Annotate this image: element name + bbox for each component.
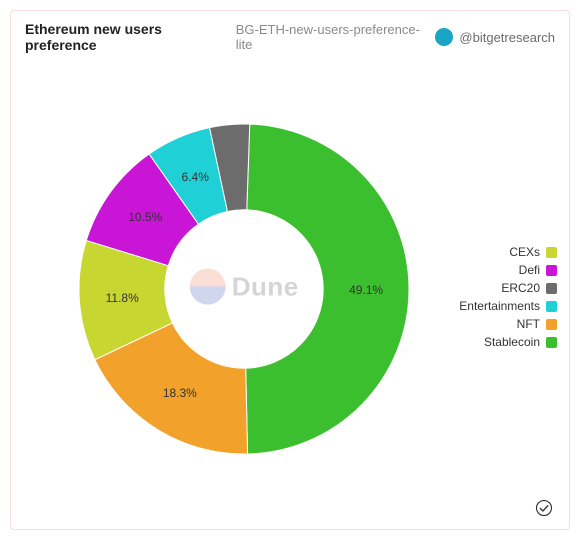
author-handle: @bitgetresearch <box>459 30 555 45</box>
chart-card: Ethereum new users preference BG-ETH-new… <box>10 10 570 530</box>
legend-item-defi[interactable]: Defi <box>459 263 557 277</box>
slice-label-defi: 10.5% <box>128 210 162 224</box>
donut-chart: 49.1% 18.3% 11.8% 10.5% 6.4% <box>19 57 469 519</box>
legend-label: Defi <box>519 263 540 277</box>
legend-item-entertainments[interactable]: Entertainments <box>459 299 557 313</box>
author-link[interactable]: @bitgetresearch <box>435 28 555 46</box>
card-header: Ethereum new users preference BG-ETH-new… <box>11 11 569 57</box>
legend-swatch <box>546 319 557 330</box>
chart-subtitle: BG-ETH-new-users-preference-lite <box>236 22 428 52</box>
legend: CEXs Defi ERC20 Entertainments NFT Stablecoin <box>459 245 557 349</box>
legend-swatch <box>546 337 557 348</box>
legend-swatch <box>546 247 557 258</box>
legend-label: Stablecoin <box>484 335 540 349</box>
slice-label-cexs: 11.8% <box>106 291 139 305</box>
legend-item-erc20[interactable]: ERC20 <box>459 281 557 295</box>
legend-item-stablecoin[interactable]: Stablecoin <box>459 335 557 349</box>
legend-swatch <box>546 301 557 312</box>
legend-label: CEXs <box>509 245 540 259</box>
chart-title: Ethereum new users preference <box>25 21 228 53</box>
legend-label: Entertainments <box>459 299 540 313</box>
slice-label-stablecoin: 49.1% <box>349 283 383 297</box>
check-circle-icon[interactable] <box>535 499 553 517</box>
slice-label-entertainments: 6.4% <box>182 170 210 184</box>
legend-item-nft[interactable]: NFT <box>459 317 557 331</box>
slice-stablecoin[interactable] <box>246 124 409 454</box>
slice-label-nft: 18.3% <box>163 386 197 400</box>
legend-item-cexs[interactable]: CEXs <box>459 245 557 259</box>
legend-label: ERC20 <box>501 281 540 295</box>
avatar-icon <box>435 28 453 46</box>
chart-area: 49.1%18.3%11.8%10.5%6.4% Dune CEXsDefiER… <box>11 57 569 519</box>
legend-swatch <box>546 283 557 294</box>
legend-label: NFT <box>517 317 540 331</box>
legend-swatch <box>546 265 557 276</box>
